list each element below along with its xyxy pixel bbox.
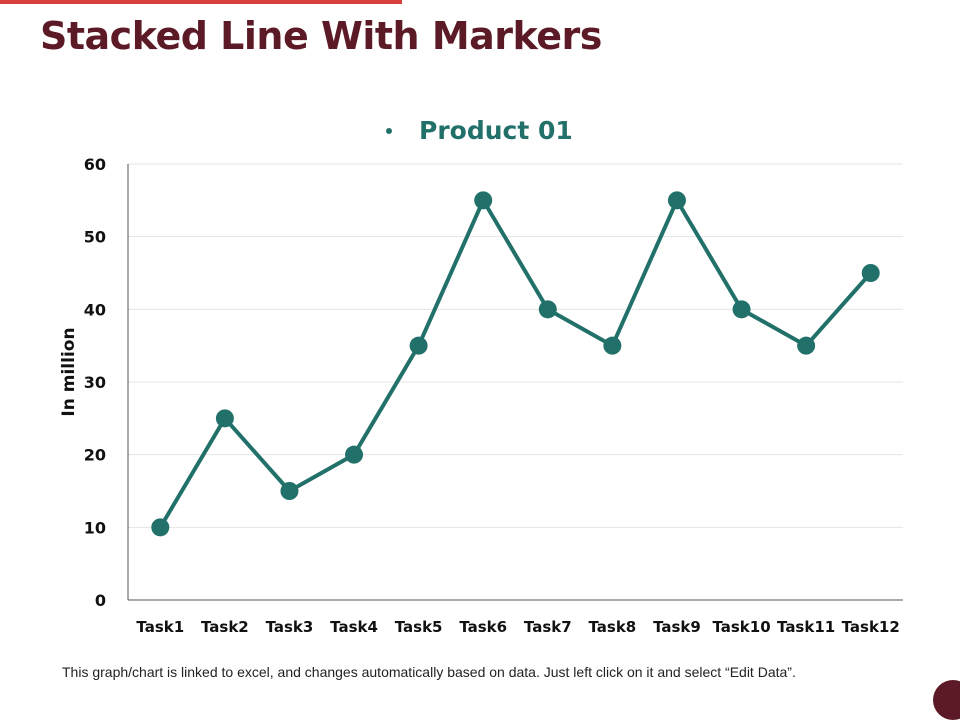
x-tick-labels: Task1 Task2 Task3 Task4 Task5 Task6 Task7 Task8… (136, 618, 899, 636)
data-point-marker (603, 336, 622, 355)
data-point-marker (861, 264, 880, 282)
data-point-marker (667, 191, 686, 210)
x-tick-label: Task11 (777, 618, 835, 636)
y-axis-label: In million (59, 327, 79, 416)
y-tick-label: 10 (84, 518, 106, 537)
x-tick-label: Task1 (136, 618, 184, 636)
x-tick-label: Task6 (459, 618, 507, 636)
data-point-marker (409, 336, 428, 355)
data-point-marker (797, 336, 816, 355)
x-tick-label: Task10 (712, 618, 770, 636)
x-tick-label: Task4 (330, 618, 378, 636)
footnote: This graph/chart is linked to excel, and… (62, 664, 796, 680)
data-point-marker (474, 191, 493, 210)
y-tick-label: 0 (95, 591, 106, 610)
corner-decoration (933, 680, 960, 720)
slide-title: Stacked Line With Markers (40, 14, 602, 58)
x-tick-label: Task3 (266, 618, 314, 636)
data-point-marker (538, 300, 557, 319)
y-tick-label: 30 (84, 373, 106, 392)
data-point-marker (280, 482, 299, 500)
x-tick-label: Task9 (653, 618, 701, 636)
x-tick-label: Task5 (395, 618, 443, 636)
y-tick-labels: 0 10 20 30 40 50 60 (84, 155, 106, 610)
x-tick-label: Task12 (842, 618, 900, 636)
top-accent-bar (0, 0, 402, 4)
chart-legend: Product 01 (386, 116, 573, 145)
data-point-marker (732, 300, 751, 319)
x-tick-label: Task7 (524, 618, 572, 636)
legend-bullet-icon (386, 127, 392, 134)
gridlines (128, 163, 903, 528)
y-tick-label: 20 (84, 446, 106, 465)
x-tick-label: Task8 (588, 618, 636, 636)
data-point-marker (151, 518, 170, 537)
data-point-marker (345, 445, 364, 464)
y-tick-label: 60 (84, 155, 106, 174)
y-tick-label: 40 (84, 300, 106, 319)
y-tick-label: 50 (84, 228, 106, 247)
series-product-01 (151, 191, 880, 537)
axes (127, 164, 903, 601)
x-tick-label: Task2 (201, 618, 249, 636)
legend-label-product-01: Product 01 (419, 116, 573, 145)
series-line (158, 198, 873, 529)
data-point-marker (215, 409, 234, 428)
